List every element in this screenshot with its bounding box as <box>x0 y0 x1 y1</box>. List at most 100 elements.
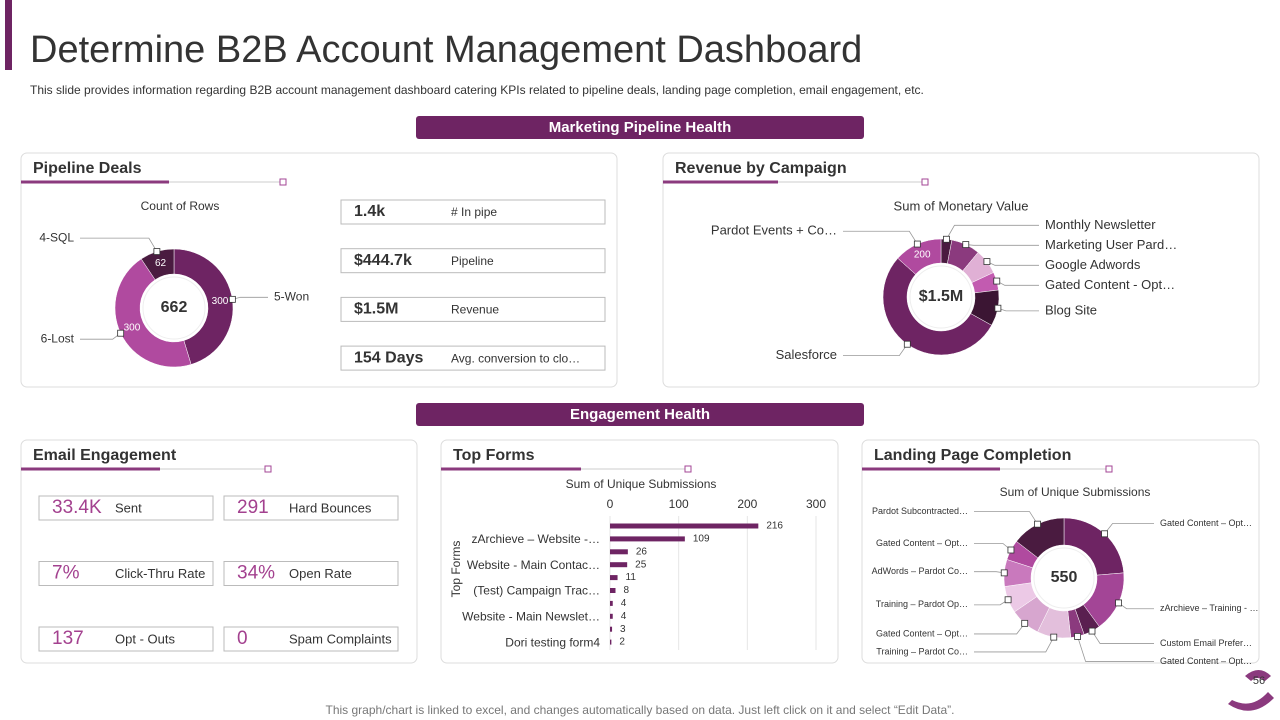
page-number: 56 <box>1253 675 1265 687</box>
kpi-box <box>38 495 214 521</box>
leader-marker <box>117 329 125 337</box>
data-label: 300 <box>124 323 141 334</box>
panel-underline-marker <box>921 178 929 186</box>
section-header: Marketing Pipeline Health <box>549 119 732 136</box>
panel-underline-marker <box>264 465 272 473</box>
category-label: AdWords – Pardot Co… <box>872 566 968 576</box>
bar <box>610 588 616 593</box>
donut-slice <box>882 257 992 356</box>
category-label: Pardot Subcontracted… <box>872 506 968 516</box>
kpi-value: 154 Days <box>354 349 423 366</box>
donut-slice <box>114 258 192 368</box>
kpi-box <box>38 626 214 652</box>
leader-marker <box>994 304 1002 312</box>
bar <box>610 626 613 632</box>
leader-marker <box>1034 520 1041 528</box>
panel-underline-marker <box>1105 465 1113 473</box>
leader-marker <box>1021 619 1029 627</box>
kpi-label: Open Rate <box>289 566 352 581</box>
leader-line <box>1104 523 1154 535</box>
kpi-value: 291 <box>237 497 269 518</box>
data-label: 200 <box>914 250 931 261</box>
x-tick-label: 100 <box>669 497 689 511</box>
chart-subtitle: Sum of Unique Submissions <box>566 477 717 491</box>
donut-center <box>142 276 206 340</box>
leader-marker <box>1050 633 1058 641</box>
donut-slice <box>897 238 942 275</box>
panel-title: Landing Page Completion <box>874 447 1071 464</box>
leader-marker <box>228 295 236 303</box>
data-label: 4 <box>621 611 627 622</box>
data-label: 3 <box>620 624 626 635</box>
kpi-value: $444.7k <box>354 252 412 269</box>
data-label: 216 <box>766 521 783 532</box>
leader-line <box>1077 636 1154 662</box>
category-label: Salesforce <box>776 347 837 362</box>
kpi-box <box>223 495 399 521</box>
leader-line <box>80 237 158 252</box>
kpi-label: Click-Thru Rate <box>115 566 205 581</box>
data-label: 4 <box>621 598 627 609</box>
kpi-label: # In pipe <box>451 205 497 219</box>
bar <box>610 639 612 645</box>
leader-marker <box>1007 546 1015 554</box>
donut-center <box>909 265 973 329</box>
slide-subtitle: This slide provides information regardin… <box>30 83 924 97</box>
kpi-value: 0 <box>237 628 248 649</box>
leader-line <box>843 343 908 357</box>
data-label: 11 <box>626 572 637 583</box>
category-label: Custom Email Prefer… <box>1160 638 1252 648</box>
panel-underline-marker <box>684 465 692 473</box>
category-label: Gated Content - Opt… <box>1045 277 1175 292</box>
footer-note: This graph/chart is linked to excel, and… <box>326 703 955 717</box>
center-label: 550 <box>1051 569 1078 586</box>
kpi-value: 34% <box>237 563 275 584</box>
category-label: Gated Content – Opt… <box>876 538 968 548</box>
leader-line <box>974 636 1055 653</box>
category-label: 6-Lost <box>41 331 75 345</box>
panel-title: Email Engagement <box>33 447 177 464</box>
leader-line <box>974 623 1026 635</box>
chart-subtitle: Count of Rows <box>141 199 220 213</box>
kpi-box <box>38 561 214 586</box>
donut-slice <box>140 248 175 281</box>
leader-line <box>1091 630 1154 644</box>
center-label: $1.5M <box>919 288 963 305</box>
leader-marker <box>993 277 1001 285</box>
data-label: 300 <box>212 296 229 307</box>
kpi-box <box>223 561 399 586</box>
y-axis-label: Top Forms <box>449 541 463 598</box>
donut-center <box>1033 547 1095 609</box>
leader-marker <box>943 235 950 243</box>
bar <box>610 523 759 529</box>
kpi-box <box>340 199 606 225</box>
category-label: Monthly Newsletter <box>1045 217 1156 232</box>
category-label: Gated Content – Opt… <box>1160 518 1252 528</box>
kpi-label: Pipeline <box>451 254 494 268</box>
panel <box>440 439 839 664</box>
category-label: zArchieve – Website -… <box>472 532 601 546</box>
data-label: 26 <box>636 546 648 557</box>
kpi-box <box>340 296 606 322</box>
kpi-value: 7% <box>52 563 80 584</box>
leader-line <box>946 224 1039 240</box>
category-label: Marketing User Pard… <box>1045 237 1177 252</box>
data-label: 25 <box>635 559 647 570</box>
panel-underline-marker <box>279 178 287 186</box>
section-header: Engagement Health <box>570 406 710 423</box>
section-header-bg <box>416 403 864 426</box>
leader-line <box>843 230 918 245</box>
leader-marker <box>983 258 991 265</box>
slide-title: Determine B2B Account Management Dashboa… <box>30 29 862 71</box>
data-label: 2 <box>619 637 625 648</box>
chart-subtitle: Sum of Unique Submissions <box>1000 485 1151 499</box>
category-label: Training – Pardot Co… <box>876 646 968 656</box>
leader-marker <box>913 240 921 248</box>
data-label: 62 <box>155 258 167 269</box>
category-label: Blog Site <box>1045 302 1097 317</box>
kpi-box <box>340 248 606 274</box>
donut-slice <box>1016 517 1065 559</box>
data-label: 109 <box>693 534 710 545</box>
leader-line <box>974 511 1038 525</box>
x-tick-label: 300 <box>806 497 826 511</box>
